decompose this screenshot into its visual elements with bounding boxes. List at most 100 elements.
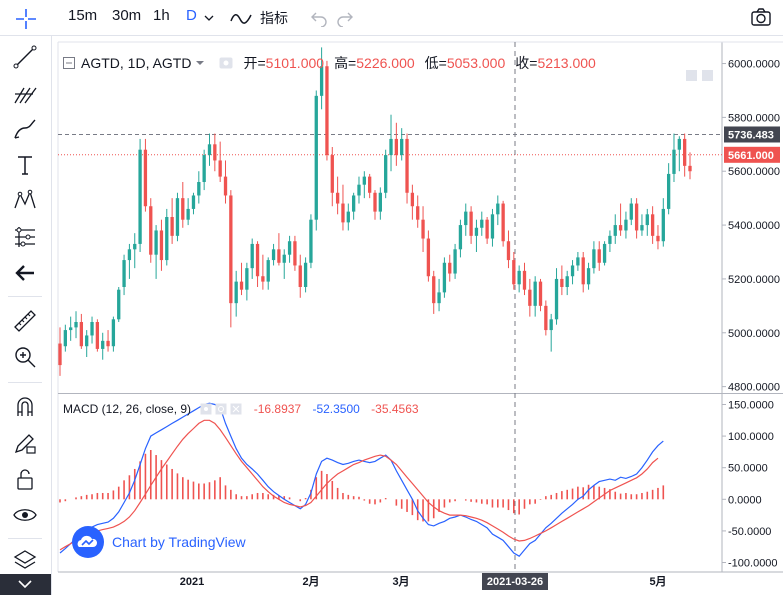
- lock-tool[interactable]: [12, 466, 38, 492]
- candle-body: [405, 138, 409, 193]
- undo-icon[interactable]: [310, 9, 328, 27]
- candle-body: [245, 268, 249, 290]
- price-axis-label: 5400.0000: [728, 220, 780, 232]
- candle-body: [469, 211, 473, 236]
- toolbar-divider: [8, 382, 42, 383]
- symbol-label[interactable]: AGTD, 1D, AGTD: [81, 55, 192, 71]
- candle-body: [480, 219, 484, 228]
- price-legend: AGTD, 1D, AGTD 开=5101.000 高=5226.000 低=5053…: [63, 53, 596, 73]
- visibility-tool[interactable]: [12, 502, 38, 528]
- eye-toggle-icon[interactable]: [219, 57, 233, 69]
- text-icon: [18, 156, 32, 175]
- candle-body: [666, 173, 671, 209]
- candle-body: [362, 176, 366, 185]
- trend-line-tool[interactable]: [12, 44, 38, 70]
- symbol-dropdown-icon[interactable]: [195, 58, 205, 68]
- indicators-icon[interactable]: [230, 9, 252, 27]
- candle-body: [319, 66, 324, 96]
- tradingview-logo-icon: [72, 526, 104, 558]
- interval-d[interactable]: D: [186, 7, 197, 24]
- prediction-tool[interactable]: [12, 224, 38, 250]
- close-label: 收=: [515, 55, 538, 71]
- candle-body: [287, 241, 292, 255]
- candle-body: [181, 198, 185, 220]
- candle-body: [255, 243, 260, 277]
- tradingview-watermark[interactable]: Chart by TradingView: [72, 526, 246, 558]
- brush-tool[interactable]: [12, 116, 38, 142]
- candle-body: [325, 66, 329, 156]
- collapse-toolbar-button[interactable]: [0, 574, 51, 595]
- interval-1h[interactable]: 1h: [153, 7, 170, 24]
- candle-body: [138, 149, 142, 244]
- candle-body: [95, 322, 100, 349]
- candle-body: [384, 155, 388, 193]
- macd-close-icon[interactable]: [230, 403, 242, 415]
- text-tool[interactable]: [12, 152, 38, 178]
- candle-body: [640, 225, 644, 231]
- screenshot-camera-icon[interactable]: [750, 6, 772, 28]
- candle-body: [485, 219, 489, 239]
- candle-body: [576, 257, 580, 266]
- price-axis-label: 5200.0000: [728, 274, 780, 286]
- interval-dropdown-icon[interactable]: [203, 12, 215, 24]
- magnet-tool[interactable]: [12, 394, 38, 420]
- candle-body: [309, 219, 313, 263]
- candle-body: [645, 214, 649, 226]
- zoom-tool[interactable]: [12, 344, 38, 370]
- candle-body: [197, 182, 201, 196]
- arrow-left-icon: [15, 265, 34, 281]
- candle-body: [549, 319, 553, 331]
- unlock-icon: [17, 469, 33, 490]
- candle-body: [672, 149, 676, 174]
- crosshair-date-badge-bg: [482, 573, 548, 590]
- macd-visibility-icon[interactable]: [200, 403, 212, 415]
- time-axis-label: 2021: [180, 576, 204, 588]
- ruler-tool[interactable]: [12, 308, 38, 334]
- candle-body: [437, 292, 441, 304]
- candle-body: [314, 95, 318, 220]
- candle-body: [560, 278, 564, 287]
- drawing-toolbar: [0, 36, 52, 595]
- candle-body: [293, 241, 297, 266]
- pitchfork-icon: [14, 87, 37, 104]
- candle-body: [191, 195, 196, 209]
- magnet-icon: [17, 397, 33, 416]
- candle-body: [58, 343, 62, 366]
- candle-body: [186, 208, 190, 220]
- time-axis-label: 5月: [649, 575, 666, 588]
- collapse-legend-icon[interactable]: [63, 57, 75, 69]
- crosshair-tool-icon[interactable]: [14, 7, 38, 31]
- candle-body: [458, 225, 463, 250]
- macd-settings-icon[interactable]: [215, 403, 227, 415]
- indicators-button[interactable]: 指标: [260, 10, 288, 26]
- macd-legend: MACD (12, 26, close, 9) -16.8937 -52.350…: [63, 402, 419, 416]
- candle-body: [634, 203, 639, 231]
- candle-body: [341, 203, 345, 223]
- candle-body: [522, 270, 527, 290]
- candle-body: [368, 176, 372, 193]
- macd-title[interactable]: MACD (12, 26, close, 9): [63, 402, 192, 416]
- candle-body: [282, 254, 286, 263]
- chevron-down-icon: [18, 580, 32, 589]
- candle-body: [677, 138, 681, 150]
- macd-axis-label: 50.0000: [728, 463, 768, 475]
- back-arrow-tool[interactable]: [12, 260, 38, 286]
- crosshair-date-label: 2021-03-26: [487, 576, 543, 588]
- lock-drawing-tool[interactable]: [12, 430, 38, 456]
- candle-body: [389, 138, 393, 156]
- ruler-icon: [14, 310, 36, 332]
- interval-30m[interactable]: 30m: [112, 7, 142, 24]
- redo-icon[interactable]: [336, 9, 354, 27]
- interval-15m[interactable]: 15m: [68, 7, 98, 24]
- candle-body: [117, 289, 121, 320]
- object-tree-tool[interactable]: [12, 548, 38, 574]
- layers-icon: [13, 550, 37, 569]
- candle-body: [608, 235, 612, 244]
- pattern-tool[interactable]: [12, 188, 38, 214]
- candle-body: [650, 214, 655, 236]
- candle-body: [432, 276, 436, 304]
- pitchfork-tool[interactable]: [12, 80, 38, 106]
- high-value: 5226.000: [356, 55, 415, 71]
- candle-body: [351, 195, 356, 212]
